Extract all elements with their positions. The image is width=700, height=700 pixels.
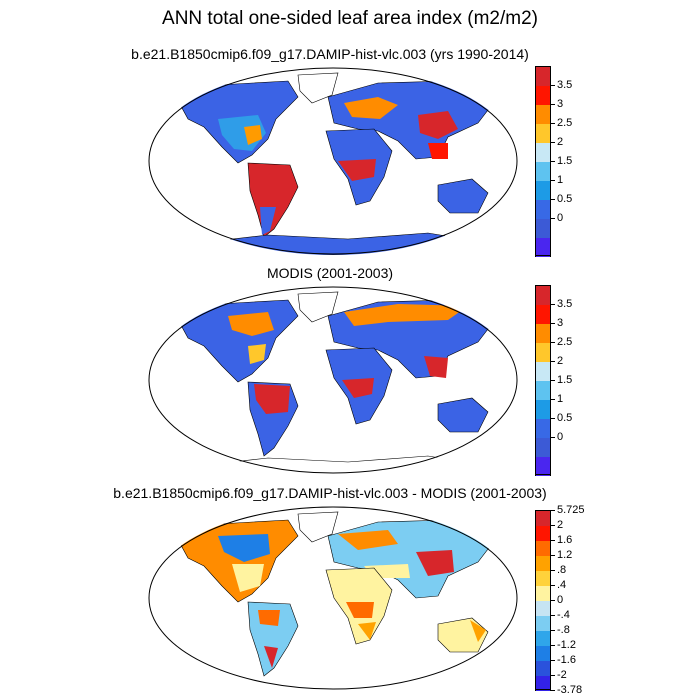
panel-1-colorbar: 3.5 3 2.5 2 1.5 1 0.5 0 — [535, 66, 572, 257]
panel-1-map — [148, 67, 518, 255]
panel-3-title: b.e21.B1850cmip6.f09_g17.DAMIP-hist-vlc.… — [113, 485, 547, 501]
colorbar-tick — [551, 199, 555, 200]
colorbar-label: 1.2 — [557, 549, 573, 561]
colorbar-tick — [551, 323, 555, 324]
panel-2-colorbar: 3.5 3 2.5 2 1.5 1 0.5 0 — [535, 285, 572, 476]
colorbar-label: 2 — [557, 519, 564, 531]
colorbar-label: 0.5 — [557, 193, 573, 205]
panel-3-colorbar: 5.725 2 1.6 1.2 .8 .4 0 -.4 -.8 -1.2 -1.6 -2 -3.78 — [535, 504, 585, 696]
colorbar-tick — [551, 123, 555, 124]
colorbar-tick — [551, 555, 555, 556]
greenland-region — [297, 291, 339, 323]
colorbar-label: 0 — [557, 212, 564, 224]
colorbar-label: 3 — [557, 317, 564, 329]
colorbar-tick — [551, 304, 555, 305]
colorbar-tick — [551, 615, 555, 616]
colorbar-label: -.8 — [557, 624, 570, 636]
colorbar-label: 1.6 — [557, 534, 573, 546]
colorbar-tick — [551, 660, 555, 661]
colorbar-tick — [551, 142, 555, 143]
colorbar-label: 5.725 — [557, 504, 585, 516]
colorbar-label: -3.78 — [557, 684, 583, 696]
panel-2-title: MODIS (2001-2003) — [266, 265, 394, 281]
colorbar-label: 3.5 — [557, 79, 573, 91]
colorbar-label: .8 — [557, 564, 567, 576]
australia-region — [437, 178, 489, 214]
colorbar-label: -1.6 — [557, 654, 576, 666]
colorbar-label: 1.5 — [557, 374, 573, 386]
colorbar-label: 1.5 — [557, 155, 573, 167]
colorbar-tick — [551, 85, 555, 86]
colorbar-label: 0 — [557, 594, 564, 606]
colorbar-tick — [551, 630, 555, 631]
colorbar-tick — [551, 437, 555, 438]
south-america-region — [247, 162, 299, 238]
colorbar-tick — [551, 510, 555, 511]
colorbar-label: 1 — [557, 174, 564, 186]
australia-region — [437, 397, 489, 433]
colorbar-tick — [551, 525, 555, 526]
colorbar-label: 1 — [557, 393, 564, 405]
colorbar-tick — [551, 180, 555, 181]
greenland-region — [297, 72, 339, 104]
greenland-region — [297, 511, 339, 543]
colorbar-tick — [551, 380, 555, 381]
figure-title: ANN total one-sided leaf area index (m2/… — [162, 8, 538, 29]
colorbar-tick — [551, 399, 555, 400]
panel-3-map — [148, 506, 518, 690]
colorbar-label: 2.5 — [557, 117, 573, 129]
colorbar-tick — [551, 361, 555, 362]
colorbar-label: 0.5 — [557, 412, 573, 424]
colorbar-tick — [551, 645, 555, 646]
colorbar-label: 3 — [557, 98, 564, 110]
colorbar-label: 2.5 — [557, 336, 573, 348]
colorbar-tick — [551, 540, 555, 541]
colorbar-label: -1.2 — [557, 639, 576, 651]
colorbar-label: 3.5 — [557, 298, 573, 310]
panel-2-map — [148, 286, 518, 474]
colorbar-tick — [551, 690, 555, 691]
colorbar-label: .4 — [557, 579, 567, 591]
colorbar-label: 2 — [557, 136, 564, 148]
panel-1-title: b.e21.B1850cmip6.f09_g17.DAMIP-hist-vlc.… — [131, 46, 529, 62]
colorbar-label: -2 — [557, 669, 567, 681]
colorbar-label: 0 — [557, 431, 564, 443]
colorbar-tick — [551, 342, 555, 343]
colorbar-tick — [551, 570, 555, 571]
colorbar-tick — [551, 675, 555, 676]
colorbar-tick — [551, 218, 555, 219]
colorbar-tick — [551, 161, 555, 162]
colorbar-tick — [551, 418, 555, 419]
colorbar-label: -.4 — [557, 609, 570, 621]
colorbar-tick — [551, 585, 555, 586]
colorbar-tick — [551, 600, 555, 601]
colorbar-tick — [551, 104, 555, 105]
colorbar-label: 2 — [557, 355, 564, 367]
